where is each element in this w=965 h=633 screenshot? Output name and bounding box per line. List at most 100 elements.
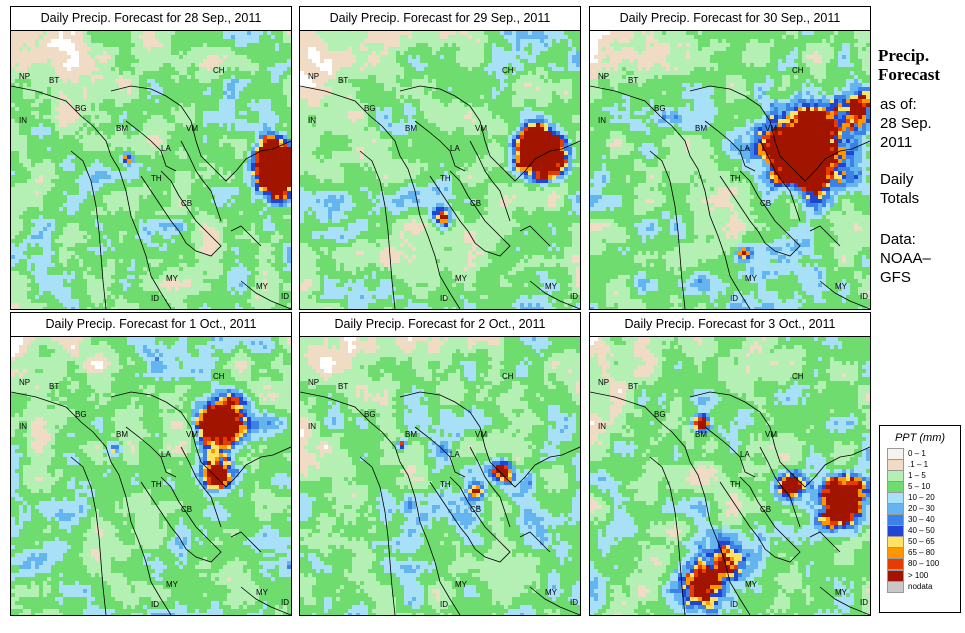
as-of-line-1: as of:: [880, 95, 964, 114]
boundary-line: [300, 391, 461, 615]
boundary-line: [590, 85, 751, 309]
country-label: BG: [75, 410, 87, 419]
boundary-line: [240, 586, 291, 615]
boundary-line: [11, 85, 172, 309]
legend-label: 30 – 40: [908, 515, 935, 525]
data-line-3: GFS: [880, 268, 964, 287]
legend-item: 65 – 80: [887, 547, 960, 560]
country-label: VM: [475, 430, 487, 439]
boundary-line: [125, 120, 177, 172]
country-label: CH: [502, 66, 514, 75]
boundary-line: [449, 170, 511, 257]
precip-map: NP BT IN BG CH BM VM LA TH CB MY ID MY ID: [299, 30, 581, 310]
precip-map: NP BT IN BG CH BM VM LA TH CB MY ID MY ID: [589, 336, 871, 616]
panel-title: Daily Precip. Forecast for 2 Oct., 2011: [299, 312, 581, 337]
boundary-line: [230, 225, 262, 247]
boundary-line: [469, 140, 511, 222]
country-label: NP: [19, 378, 30, 387]
precip-map: NP BT IN BG CH BM VM LA TH CB MY ID MY ID: [10, 30, 292, 310]
boundary-line: [414, 426, 466, 478]
boundary-line: [719, 175, 759, 232]
country-label: IN: [19, 422, 27, 431]
country-label: ID: [151, 294, 159, 303]
boundary-line: [180, 446, 222, 528]
boundary-line: [429, 175, 469, 232]
legend-label: 10 – 20: [908, 493, 935, 503]
country-label: ID: [860, 292, 868, 301]
country-label: MY: [545, 588, 558, 597]
country-label: CB: [470, 199, 481, 208]
boundary-line: [529, 280, 580, 309]
legend-item: 50 – 65: [887, 536, 960, 549]
country-label: BT: [49, 382, 59, 391]
boundary-line: [809, 531, 841, 553]
country-label: NP: [598, 378, 609, 387]
country-label: BG: [75, 104, 87, 113]
country-label: NP: [308, 72, 319, 81]
country-label: BM: [116, 430, 128, 439]
country-label: MY: [166, 274, 179, 283]
legend-label: 65 – 80: [908, 548, 935, 558]
legend-label: 80 – 100: [908, 559, 939, 569]
boundary-line: [469, 446, 511, 528]
country-label: BG: [654, 410, 666, 419]
country-label: BT: [49, 76, 59, 85]
panel-title: Daily Precip. Forecast for 1 Oct., 2011: [10, 312, 292, 337]
data-source-note: Data: NOAA– GFS: [880, 230, 964, 287]
country-label: BM: [695, 430, 707, 439]
boundary-line: [689, 391, 870, 488]
country-label: CH: [792, 372, 804, 381]
country-label: LA: [740, 144, 750, 153]
boundary-line: [649, 456, 686, 615]
country-label: IN: [598, 116, 606, 125]
country-label: LA: [450, 450, 460, 459]
forecast-panel-2: Daily Precip. Forecast for 29 Sep., 2011…: [299, 6, 581, 310]
forecast-panel-4: Daily Precip. Forecast for 1 Oct., 2011 …: [10, 312, 292, 616]
legend-label: 40 – 50: [908, 526, 935, 536]
boundary-line: [359, 456, 396, 615]
country-label: MY: [835, 282, 848, 291]
precip-map: NP BT IN BG CH BM VM LA TH CB MY ID MY ID: [10, 336, 292, 616]
boundary-line: [70, 456, 107, 615]
country-label: VM: [186, 124, 198, 133]
legend-item: 0 – 1: [887, 447, 960, 460]
country-label: CB: [760, 505, 771, 514]
country-label: NP: [598, 72, 609, 81]
legend-item: 5 – 10: [887, 480, 960, 493]
boundary-line: [230, 531, 262, 553]
boundary-line: [819, 586, 870, 615]
boundary-line: [689, 85, 870, 182]
country-label: BM: [405, 124, 417, 133]
boundary-line: [449, 476, 511, 563]
as-of-line-2: 28 Sep.: [880, 114, 964, 133]
precip-grid: NP BT IN BG CH BM VM LA TH CB MY ID MY ID: [300, 31, 580, 309]
boundary-line: [739, 170, 801, 257]
as-of-line-3: 2011: [880, 133, 964, 152]
daily-totals-note: Daily Totals: [880, 170, 964, 208]
boundary-line: [359, 150, 396, 309]
country-label: ID: [151, 600, 159, 609]
country-label: BT: [628, 382, 638, 391]
country-label: MY: [256, 282, 269, 291]
boundary-line: [649, 150, 686, 309]
legend-item: > 100: [887, 569, 960, 582]
legend-swatch: [887, 580, 904, 593]
boundary-line: [429, 481, 469, 538]
country-label: BT: [338, 76, 348, 85]
country-label: ID: [730, 294, 738, 303]
boundary-line: [300, 85, 461, 309]
forecast-panel-5: Daily Precip. Forecast for 2 Oct., 2011 …: [299, 312, 581, 616]
country-label: BT: [338, 382, 348, 391]
country-label: CB: [181, 505, 192, 514]
country-label: CB: [470, 505, 481, 514]
forecast-panel-3: Daily Precip. Forecast for 30 Sep., 2011…: [589, 6, 871, 310]
legend-item: 30 – 40: [887, 514, 960, 527]
precip-grid: NP BT IN BG CH BM VM LA TH CB MY ID MY ID: [11, 31, 291, 309]
boundary-line: [819, 280, 870, 309]
panel-title: Daily Precip. Forecast for 29 Sep., 2011: [299, 6, 581, 31]
data-line-2: NOAA–: [880, 249, 964, 268]
legend-item: 80 – 100: [887, 558, 960, 571]
legend-item: nodata: [887, 580, 960, 593]
country-label: ID: [281, 292, 289, 301]
